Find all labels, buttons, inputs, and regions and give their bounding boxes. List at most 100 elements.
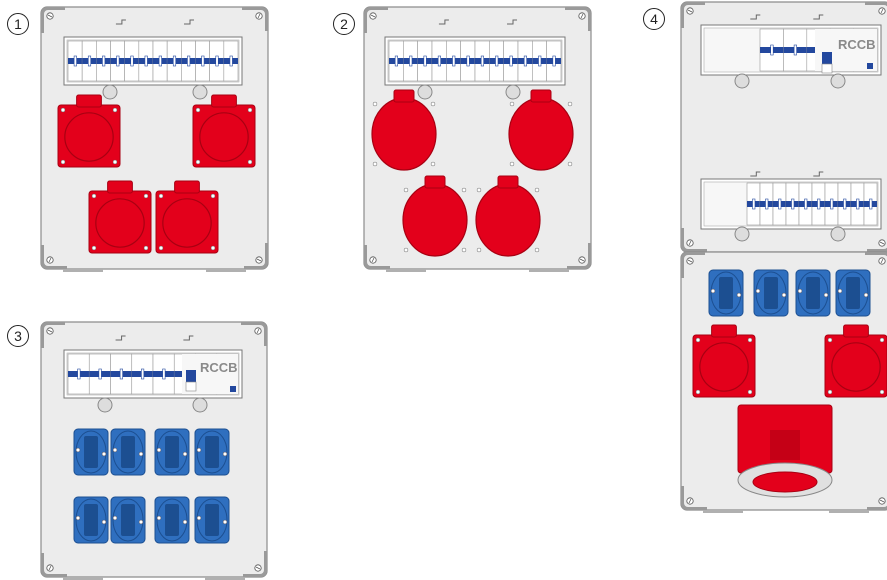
breaker-window (384, 36, 566, 86)
distribution-board-3 (40, 321, 268, 580)
mcb-breaker-icon (152, 353, 175, 395)
cee-socket-icon (88, 180, 152, 254)
distribution-board-4-bottom (680, 251, 887, 513)
rccb-label-4: RCCB (838, 37, 876, 52)
hinge-icon (184, 19, 195, 25)
mcb-breaker-icon (166, 40, 182, 82)
schuko-socket-icon (73, 428, 109, 476)
mcb-breaker-icon (783, 28, 808, 72)
rccb-icon (821, 52, 833, 74)
corner-bracket-icon (41, 322, 65, 348)
mcb-breaker-icon (759, 182, 774, 226)
mcb-breaker-icon (489, 40, 504, 82)
cee-socket-icon (155, 180, 219, 254)
indicator-icon (230, 386, 236, 392)
mcb-breaker-icon (811, 182, 826, 226)
corner-bracket-icon (241, 322, 267, 346)
mcb-breaker-icon (67, 40, 83, 82)
corner-bracket-icon (242, 7, 268, 31)
corner-bracket-icon (244, 243, 268, 269)
mcb-breaker-icon (474, 40, 490, 82)
rccb-label-3: RCCB (200, 360, 238, 375)
corner-bracket-icon (364, 7, 388, 33)
corner-bracket-icon (364, 245, 390, 269)
mcb-breaker-icon (195, 40, 210, 82)
diagram-number-2: 2 (333, 13, 355, 35)
mcb-breaker-icon (152, 40, 168, 82)
mcb-breaker-icon (417, 40, 433, 82)
cee-socket-icon (824, 324, 887, 398)
latch-knob-icon (830, 226, 846, 242)
mcb-breaker-icon (517, 40, 533, 82)
latch-knob-icon (734, 73, 750, 89)
corner-bracket-icon (565, 7, 591, 31)
cee-socket-icon (692, 324, 756, 398)
hinge-icon (750, 14, 761, 20)
latch-knob-icon (192, 397, 208, 413)
mcb-breaker-icon (110, 40, 125, 82)
mcb-breaker-icon (181, 40, 196, 82)
corner-bracket-icon (41, 245, 67, 269)
schuko-socket-icon (835, 269, 871, 317)
corner-bracket-icon (41, 7, 65, 33)
corner-bracket-icon (681, 252, 705, 278)
mcb-breaker-icon (824, 182, 839, 226)
hinge-icon (750, 171, 761, 177)
mcb-breaker-icon (124, 40, 140, 82)
schuko-socket-icon (194, 428, 230, 476)
diagram-number-4: 4 (643, 8, 665, 30)
corner-bracket-icon (681, 486, 707, 510)
cee-socket-icon (57, 94, 121, 168)
latch-knob-icon (102, 84, 118, 100)
corner-bracket-icon (41, 553, 67, 577)
mcb-breaker-icon (431, 40, 447, 82)
corner-bracket-icon (867, 497, 887, 510)
cee-socket-icon (402, 175, 468, 257)
mcb-breaker-icon (850, 182, 865, 226)
mcb-breaker-icon (403, 40, 418, 82)
latch-knob-icon (97, 397, 113, 413)
mcb-breaker-icon (67, 353, 90, 395)
breaker-window (63, 36, 243, 86)
mcb-breaker-icon (223, 40, 239, 82)
mcb-breaker-icon (88, 353, 111, 395)
schuko-socket-icon (73, 496, 109, 544)
corner-bracket-icon (243, 551, 267, 577)
latch-knob-icon (505, 84, 521, 100)
mcb-breaker-icon (209, 40, 225, 82)
latch-knob-icon (192, 84, 208, 100)
rccb-icon (185, 370, 197, 392)
mcb-breaker-icon (503, 40, 519, 82)
mcb-breaker-icon (460, 40, 476, 82)
mcb-breaker-icon (546, 40, 562, 82)
hinge-icon (813, 171, 824, 177)
mcb-breaker-icon (81, 40, 97, 82)
hinge-icon (813, 14, 824, 20)
mcb-breaker-icon (746, 182, 761, 226)
latch-knob-icon (830, 73, 846, 89)
diagram-number-3: 3 (7, 325, 29, 347)
mcb-breaker-icon (138, 40, 154, 82)
distribution-board-4-top (680, 1, 887, 255)
mcb-breaker-icon (532, 40, 547, 82)
cee-socket-icon (508, 89, 574, 171)
schuko-socket-icon (110, 428, 146, 476)
mcb-breaker-icon (785, 182, 800, 226)
schuko-socket-icon (795, 269, 831, 317)
hinge-icon (507, 19, 518, 25)
schuko-socket-icon (753, 269, 789, 317)
corner-bracket-icon (865, 2, 887, 26)
mcb-breaker-icon (110, 353, 133, 395)
mcb-breaker-icon (837, 182, 852, 226)
cee-inlet-icon (737, 404, 833, 498)
schuko-socket-icon (154, 428, 190, 476)
hinge-icon (183, 335, 194, 341)
mcb-breaker-icon (759, 28, 784, 72)
cee-socket-icon (192, 94, 256, 168)
mcb-breaker-icon (388, 40, 404, 82)
distribution-board-2 (363, 6, 592, 272)
schuko-socket-icon (708, 269, 744, 317)
schuko-socket-icon (154, 496, 190, 544)
distribution-board-1 (40, 6, 269, 272)
